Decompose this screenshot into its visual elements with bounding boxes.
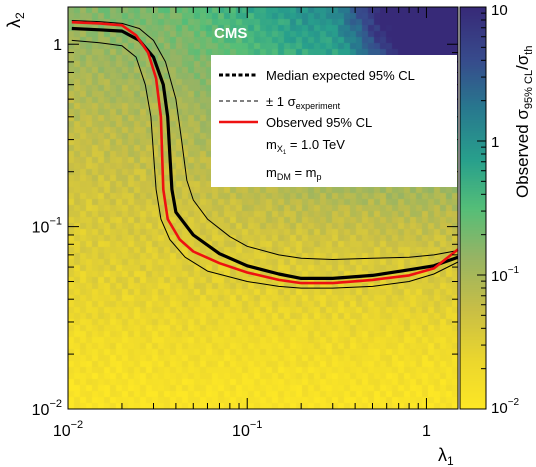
colorbar-gradient xyxy=(460,7,486,409)
y-axis-ticks: 10−2 10−1 1 xyxy=(32,37,458,419)
colorbar-tick-label: 10−2 xyxy=(491,397,520,417)
y-tick-label: 10−1 xyxy=(32,216,62,237)
legend-entry-label: Median expected 95% CL xyxy=(266,68,415,83)
x-tick-label: 10−2 xyxy=(53,419,83,440)
x-axis-ticks: 10−2 10−1 1 xyxy=(53,7,431,440)
colorbar-tick-label: 10−1 xyxy=(491,265,520,285)
colorbar-label: Observed σ95% CL/σth xyxy=(513,46,535,198)
x-tick-label: 1 xyxy=(422,423,431,440)
plot-frame xyxy=(67,6,459,410)
curve-1-sigma xyxy=(71,39,459,289)
legend-note: mDM = mp xyxy=(266,165,322,182)
legend-note: mX1 = 1.0 TeV xyxy=(266,137,345,156)
colorbar-tick-label: 10 xyxy=(491,2,508,19)
legend-entry-label: Observed 95% CL xyxy=(266,115,372,130)
colorbar-frame xyxy=(459,6,487,410)
experiment-label: CMS xyxy=(214,25,247,42)
x-axis-label: λ1 xyxy=(438,445,454,467)
legend: Median expected 95% CL ± 1 σexperiment Obs… xyxy=(211,55,457,187)
exclusion-curves xyxy=(71,20,459,289)
colorbar-tick-label: 1 xyxy=(491,134,499,151)
x-tick-label: 10−1 xyxy=(232,419,262,440)
y-axis-label: λ2 xyxy=(4,12,27,28)
legend-entry-label: ± 1 σexperiment xyxy=(266,94,341,111)
curve-observed-95-cl xyxy=(71,20,459,285)
y-tick-label: 10−2 xyxy=(32,398,62,419)
curve-1-sigma xyxy=(71,20,459,260)
y-tick-label: 1 xyxy=(53,37,62,54)
colorbar-ticks: 10−2 10−1 1 10 xyxy=(477,2,520,417)
